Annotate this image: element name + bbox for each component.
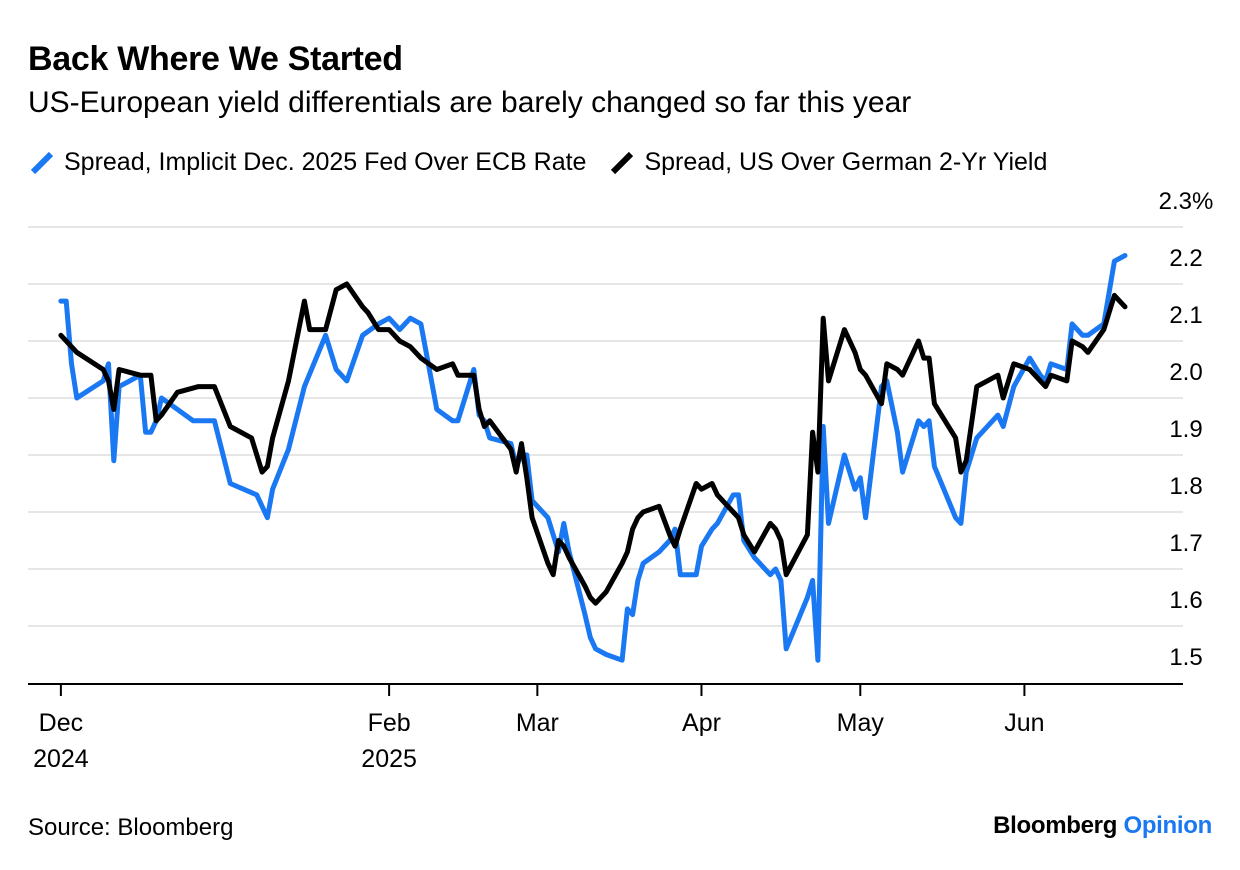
chart-subtitle: US-European yield differentials are bare… — [28, 86, 912, 119]
series-line-us-german — [58, 281, 1128, 606]
x-tick-label: May — [837, 709, 885, 737]
x-tick-label: Mar — [516, 709, 559, 737]
legend-label-fed-ecb: Spread, Implicit Dec. 2025 Fed Over ECB … — [64, 148, 587, 176]
x-tick-year-label: 2024 — [33, 745, 89, 773]
y-tick-label: 1.5 — [1169, 644, 1202, 671]
y-tick-label: 2.3% — [1159, 188, 1214, 215]
y-tick-label: 2.2 — [1169, 245, 1202, 272]
y-tick-label: 1.9 — [1169, 416, 1202, 443]
brand-main: Bloomberg — [993, 812, 1118, 839]
y-tick-label: 2.0 — [1169, 359, 1202, 386]
x-tick-label: Apr — [682, 709, 721, 737]
y-tick-label: 2.1 — [1169, 302, 1202, 329]
y-tick-label: 1.7 — [1169, 530, 1202, 557]
brand-logo: Bloomberg Opinion — [993, 812, 1212, 840]
legend-item-us-german: Spread, US Over German 2-Yr Yield — [608, 148, 1047, 177]
y-tick-label: 1.8 — [1169, 473, 1202, 500]
x-tick-label: Feb — [368, 709, 411, 737]
y-tick-label: 1.6 — [1169, 587, 1202, 614]
legend-item-fed-ecb: Spread, Implicit Dec. 2025 Fed Over ECB … — [28, 148, 586, 177]
brand-accent: Opinion — [1123, 812, 1212, 839]
source-note: Source: Bloomberg — [28, 814, 234, 841]
x-tick-year-label: 2025 — [361, 745, 417, 773]
legend-swatch-us-german — [611, 151, 634, 174]
chart-title: Back Where We Started — [28, 40, 403, 78]
legend-swatch-fed-ecb — [30, 151, 54, 174]
series-line-fed-ecb — [58, 253, 1128, 663]
legend: Spread, Implicit Dec. 2025 Fed Over ECB … — [28, 148, 1069, 177]
legend-label-us-german: Spread, US Over German 2-Yr Yield — [644, 148, 1048, 176]
x-tick-label: Jun — [1004, 709, 1044, 737]
x-tick-label: Dec — [39, 709, 83, 737]
